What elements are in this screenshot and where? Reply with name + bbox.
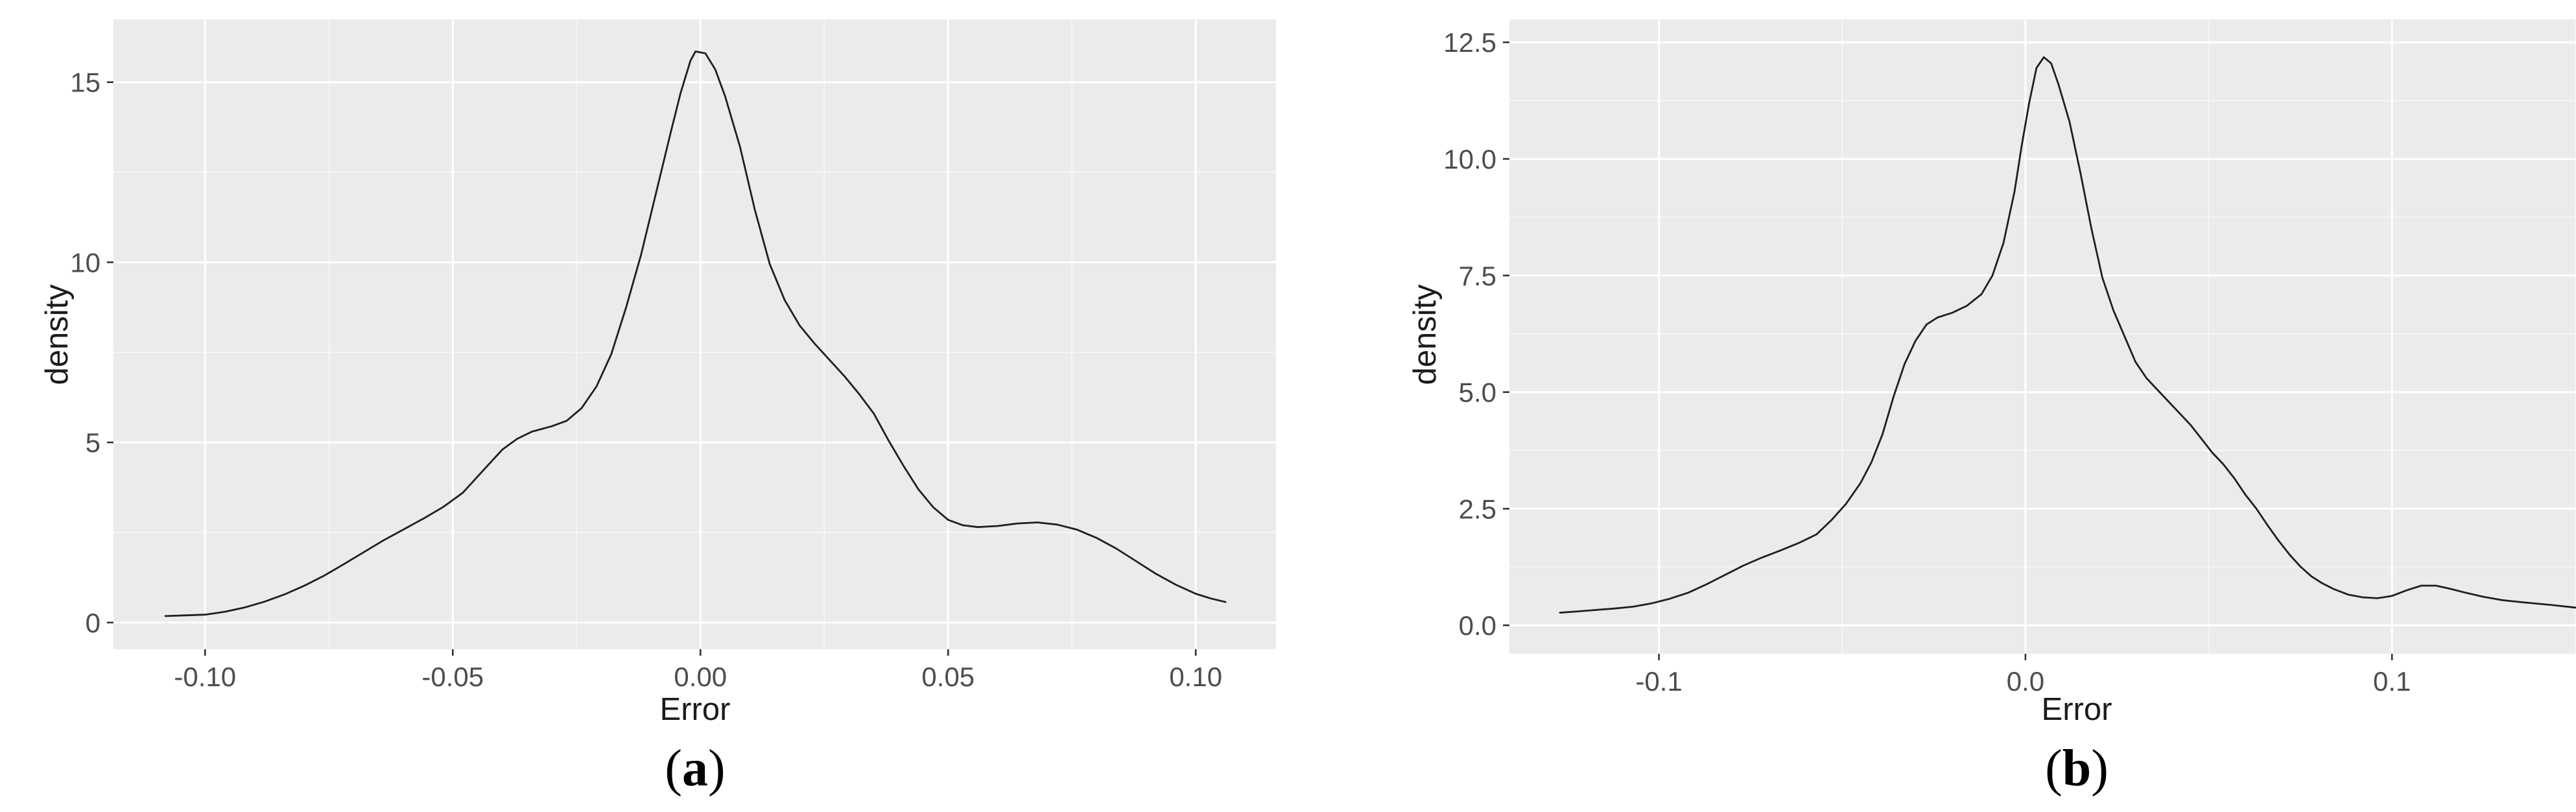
- svg-text:-0.05: -0.05: [421, 662, 484, 692]
- axis-tick-marks: [107, 81, 1197, 656]
- svg-text:0.0: 0.0: [2007, 666, 2044, 697]
- y-tick-labels: 0 5 10 15: [70, 67, 100, 638]
- y-tick-labels: 0.0 2.5 5.0 7.5 10.0 12.5: [1443, 27, 1496, 641]
- svg-text:-0.10: -0.10: [174, 662, 236, 692]
- density-curve: [164, 51, 1227, 617]
- svg-text:0.10: 0.10: [1169, 662, 1222, 692]
- panel-background: [1509, 19, 2576, 654]
- caption-a-letter: a: [682, 740, 708, 797]
- minor-gridlines: [1509, 19, 2576, 654]
- plot-b-xlabel: Error: [2041, 692, 2112, 727]
- caption-a-open-paren: (: [665, 740, 682, 797]
- svg-text:10: 10: [70, 247, 100, 278]
- caption-b-open-paren: (: [2045, 740, 2062, 797]
- major-gridlines: [1509, 19, 2576, 654]
- svg-text:0: 0: [86, 608, 100, 638]
- svg-text:5: 5: [86, 427, 100, 458]
- svg-text:7.5: 7.5: [1459, 261, 1496, 291]
- caption-b-letter: b: [2062, 740, 2092, 797]
- plot-a-xlabel: Error: [659, 692, 731, 727]
- svg-text:15: 15: [70, 67, 100, 98]
- axis-tick-marks: [1503, 41, 2393, 660]
- density-plot-b: -0.1 0.0 0.1 0.0 2.5 5.0 7.5 10.0 12.5 density E…: [1365, 10, 2576, 812]
- svg-text:0.00: 0.00: [674, 662, 727, 692]
- caption-a-close-paren: ): [708, 740, 726, 797]
- density-curve: [1559, 56, 2576, 614]
- plot-b-ylabel: density: [1408, 284, 1443, 385]
- panel-background: [113, 19, 1276, 649]
- svg-text:10.0: 10.0: [1443, 144, 1496, 174]
- plot-a-caption: (a): [533, 739, 857, 798]
- svg-text:-0.1: -0.1: [1635, 666, 1682, 697]
- svg-text:0.05: 0.05: [921, 662, 975, 692]
- plot-b-caption: (b): [1915, 739, 2239, 798]
- svg-text:0.0: 0.0: [1459, 610, 1496, 641]
- svg-text:12.5: 12.5: [1443, 27, 1496, 58]
- svg-text:5.0: 5.0: [1459, 377, 1496, 408]
- svg-text:2.5: 2.5: [1459, 494, 1496, 524]
- plot-a-panel: -0.10 -0.05 0.00 0.05 0.10 0 5 10 15: [70, 19, 1276, 692]
- caption-b-close-paren: ): [2091, 740, 2109, 797]
- svg-text:0.1: 0.1: [2373, 666, 2411, 697]
- major-gridlines: [113, 19, 1276, 649]
- plot-a-ylabel: density: [40, 284, 75, 385]
- minor-gridlines: [113, 19, 1276, 649]
- plot-b-panel: -0.1 0.0 0.1 0.0 2.5 5.0 7.5 10.0 12.5: [1443, 19, 2576, 697]
- x-tick-labels: -0.10 -0.05 0.00 0.05 0.10: [174, 662, 1222, 692]
- density-plot-a: -0.10 -0.05 0.00 0.05 0.10 0 5 10 15 density Err…: [26, 10, 1314, 812]
- x-tick-labels: -0.1 0.0 0.1: [1635, 666, 2411, 697]
